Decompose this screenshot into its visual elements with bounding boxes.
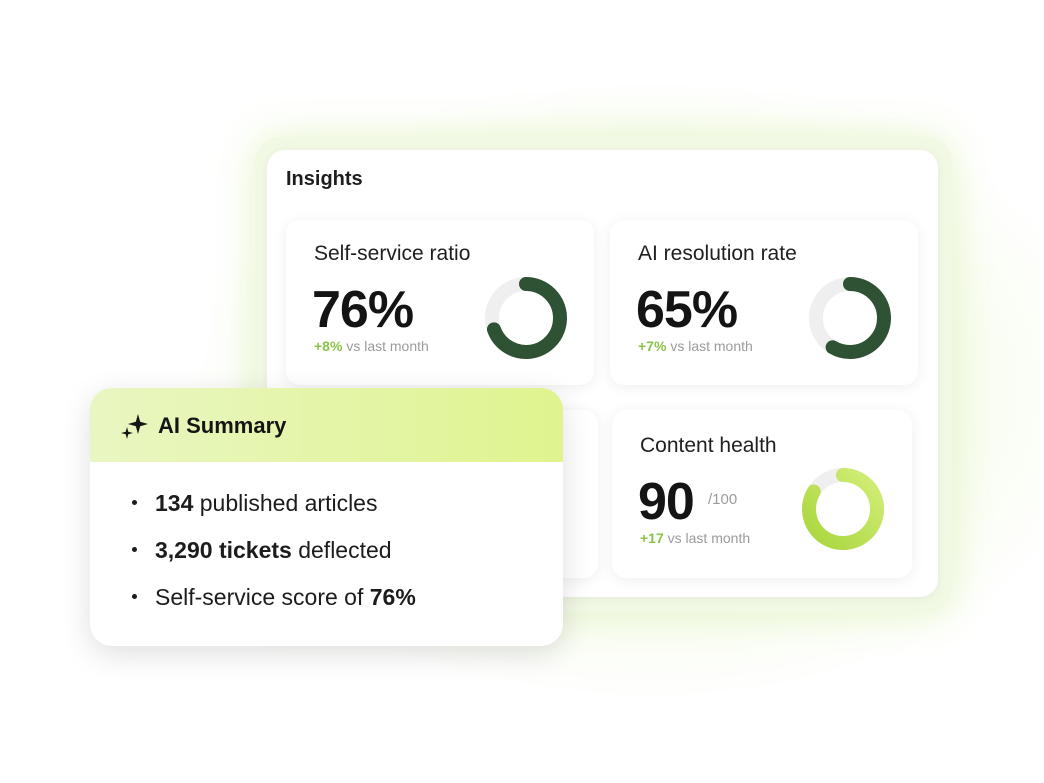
card-delta: +7% vs last month [638, 338, 753, 354]
donut-progress [802, 468, 884, 550]
bullet-icon [132, 547, 137, 553]
card-value: 90 [638, 473, 695, 531]
content-health-card[interactable] [612, 410, 912, 578]
list-item: 3,290 tickets deflected [132, 537, 392, 564]
item-text: Self-service score of [155, 584, 370, 610]
delta-text: vs last month [670, 338, 753, 354]
bullet-icon [132, 594, 137, 600]
donut-chart [485, 277, 567, 359]
bullet-icon [132, 500, 137, 506]
item-bold: 134 [155, 490, 194, 516]
delta-text: vs last month [346, 338, 429, 354]
delta-value: +17 [640, 530, 664, 546]
delta-text: vs last month [667, 530, 751, 546]
card-value: 76% [312, 281, 414, 339]
card-label: Content health [640, 434, 777, 457]
card-delta: +17 vs last month [640, 530, 750, 546]
ai-summary-card: AI Summary 134 published articles 3,290 … [90, 388, 563, 646]
donut-progress [485, 277, 567, 359]
insights-title: Insights [286, 168, 363, 190]
ai-summary-title: AI Summary [158, 413, 287, 438]
item-text: deflected [291, 537, 392, 563]
card-delta: +8% vs last month [314, 338, 429, 354]
self-service-ratio-card[interactable] [286, 220, 594, 385]
donut-chart [809, 277, 891, 359]
donut-chart [802, 468, 884, 550]
card-value-suffix: /100 [708, 491, 738, 508]
list-item: 134 published articles [132, 490, 377, 517]
ai-resolution-rate-card[interactable] [610, 220, 918, 385]
card-label: Self-service ratio [314, 242, 471, 265]
list-item: Self-service score of 76% [132, 584, 416, 611]
item-text: published articles [193, 490, 378, 516]
item-bold: 3,290 tickets [155, 537, 292, 563]
ai-summary-header: AI Summary [90, 388, 563, 462]
donut-progress [809, 277, 891, 359]
card-value: 65% [636, 281, 738, 339]
delta-value: +7% [638, 338, 667, 354]
card-label: AI resolution rate [638, 242, 797, 265]
item-bold: 76% [369, 584, 416, 610]
delta-value: +8% [314, 338, 343, 354]
sparkle-icon [121, 414, 148, 439]
